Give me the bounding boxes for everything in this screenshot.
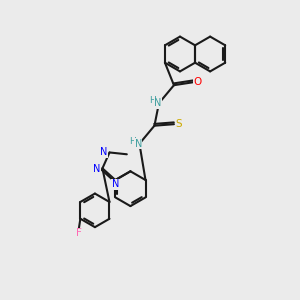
Text: N: N [154, 98, 161, 108]
Text: N: N [112, 179, 119, 189]
Text: O: O [194, 76, 202, 87]
Text: F: F [76, 228, 82, 238]
Text: H: H [130, 137, 136, 146]
Text: N: N [100, 148, 108, 158]
Text: S: S [175, 118, 182, 129]
Text: N: N [93, 164, 101, 174]
Text: N: N [134, 139, 142, 149]
Text: H: H [149, 96, 156, 105]
